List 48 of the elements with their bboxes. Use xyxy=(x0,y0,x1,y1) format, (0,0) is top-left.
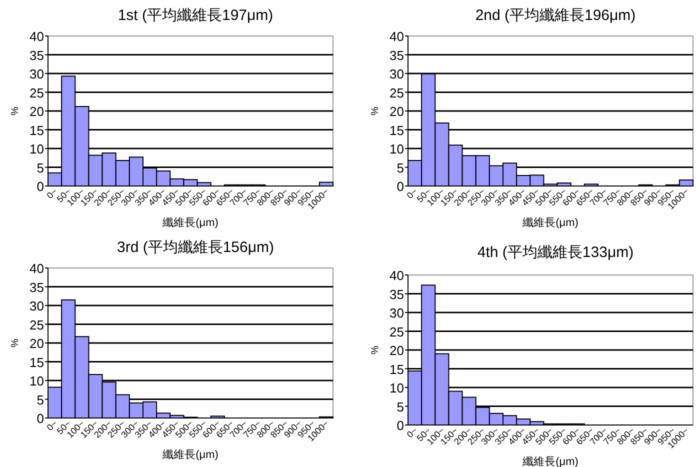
x-axis-title: 纖維長(μm) xyxy=(522,217,578,229)
y-tick-label: 10 xyxy=(30,374,44,388)
chart-title: 1st (平均纖維長197μm) xyxy=(118,7,274,24)
x-axis-title: 纖維長(μm) xyxy=(162,449,218,461)
y-tick-label: 20 xyxy=(390,104,404,119)
y-tick-label: 25 xyxy=(390,85,404,100)
chart-title: 4th (平均纖維長133μm) xyxy=(477,244,634,261)
y-tick-label: 20 xyxy=(30,336,44,351)
y-tick-label: 15 xyxy=(30,354,44,370)
y-tick-label: 40 xyxy=(390,268,404,283)
chart-title: 2nd (平均纖維長196μm) xyxy=(475,7,636,24)
y-tick-label: 10 xyxy=(390,142,404,156)
y-tick-label: 5 xyxy=(396,399,404,414)
y-tick-label: 20 xyxy=(30,104,44,119)
y-tick-label: 30 xyxy=(390,306,404,320)
y-tick-label: 30 xyxy=(390,66,404,82)
y-tick-label: 5 xyxy=(396,160,404,176)
y-tick-label: 35 xyxy=(390,48,404,63)
y-tick-label: 25 xyxy=(30,85,44,100)
y-tick-label: 25 xyxy=(390,324,404,340)
y-axis-title: % xyxy=(370,106,381,116)
y-axis-title: % xyxy=(10,338,21,348)
y-tick-label: 10 xyxy=(390,380,404,396)
y-axis-title: % xyxy=(10,106,21,116)
y-tick-label: 0 xyxy=(36,179,44,194)
y-tick-label: 35 xyxy=(390,286,404,302)
y-tick-label: 40 xyxy=(390,29,404,44)
y-tick-label: 10 xyxy=(30,142,44,156)
x-axis-title: 纖維長(μm) xyxy=(162,217,218,229)
y-axis-title: % xyxy=(370,345,381,354)
y-tick-label: 0 xyxy=(396,179,404,194)
y-tick-label: 40 xyxy=(30,29,44,44)
y-tick-label: 40 xyxy=(30,261,44,276)
x-axis-title: 纖維長(μm) xyxy=(522,456,578,467)
y-tick-label: 35 xyxy=(30,48,44,63)
chart-title: 3rd (平均纖維長156μm) xyxy=(116,239,274,256)
y-tick-label: 30 xyxy=(30,298,44,314)
y-tick-label: 5 xyxy=(36,160,44,176)
y-tick-label: 30 xyxy=(30,66,44,82)
y-tick-label: 15 xyxy=(30,122,44,138)
y-tick-label: 15 xyxy=(390,122,404,138)
y-tick-label: 15 xyxy=(390,362,404,377)
y-tick-label: 35 xyxy=(30,280,44,295)
y-tick-label: 5 xyxy=(36,392,44,408)
y-tick-label: 25 xyxy=(30,317,44,332)
y-tick-label: 0 xyxy=(396,418,404,433)
y-tick-label: 20 xyxy=(390,343,404,358)
y-tick-label: 0 xyxy=(36,411,44,426)
